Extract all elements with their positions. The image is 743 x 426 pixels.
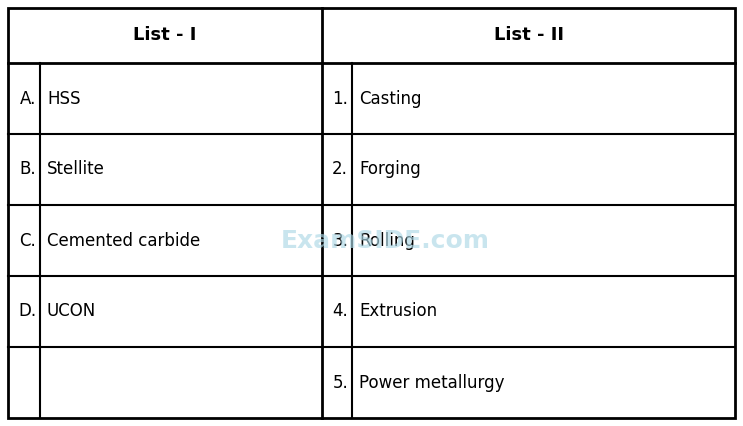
Text: 5.: 5. [332, 374, 348, 391]
Text: Power metallurgy: Power metallurgy [359, 374, 504, 391]
Text: C.: C. [19, 231, 36, 250]
Text: 2.: 2. [332, 161, 348, 178]
Text: UCON: UCON [47, 302, 97, 320]
Text: Cemented carbide: Cemented carbide [47, 231, 201, 250]
Text: 1.: 1. [332, 89, 348, 107]
Text: Rolling: Rolling [359, 231, 415, 250]
Text: B.: B. [19, 161, 36, 178]
Text: 3.: 3. [332, 231, 348, 250]
Text: D.: D. [18, 302, 36, 320]
Text: Extrusion: Extrusion [359, 302, 437, 320]
Text: List - II: List - II [493, 26, 563, 44]
Text: Casting: Casting [359, 89, 421, 107]
Text: Forging: Forging [359, 161, 421, 178]
Text: List - I: List - I [133, 26, 197, 44]
Text: ExamSIDE.com: ExamSIDE.com [281, 228, 490, 253]
Text: 4.: 4. [332, 302, 348, 320]
Text: HSS: HSS [47, 89, 80, 107]
Text: Stellite: Stellite [47, 161, 105, 178]
Text: A.: A. [19, 89, 36, 107]
